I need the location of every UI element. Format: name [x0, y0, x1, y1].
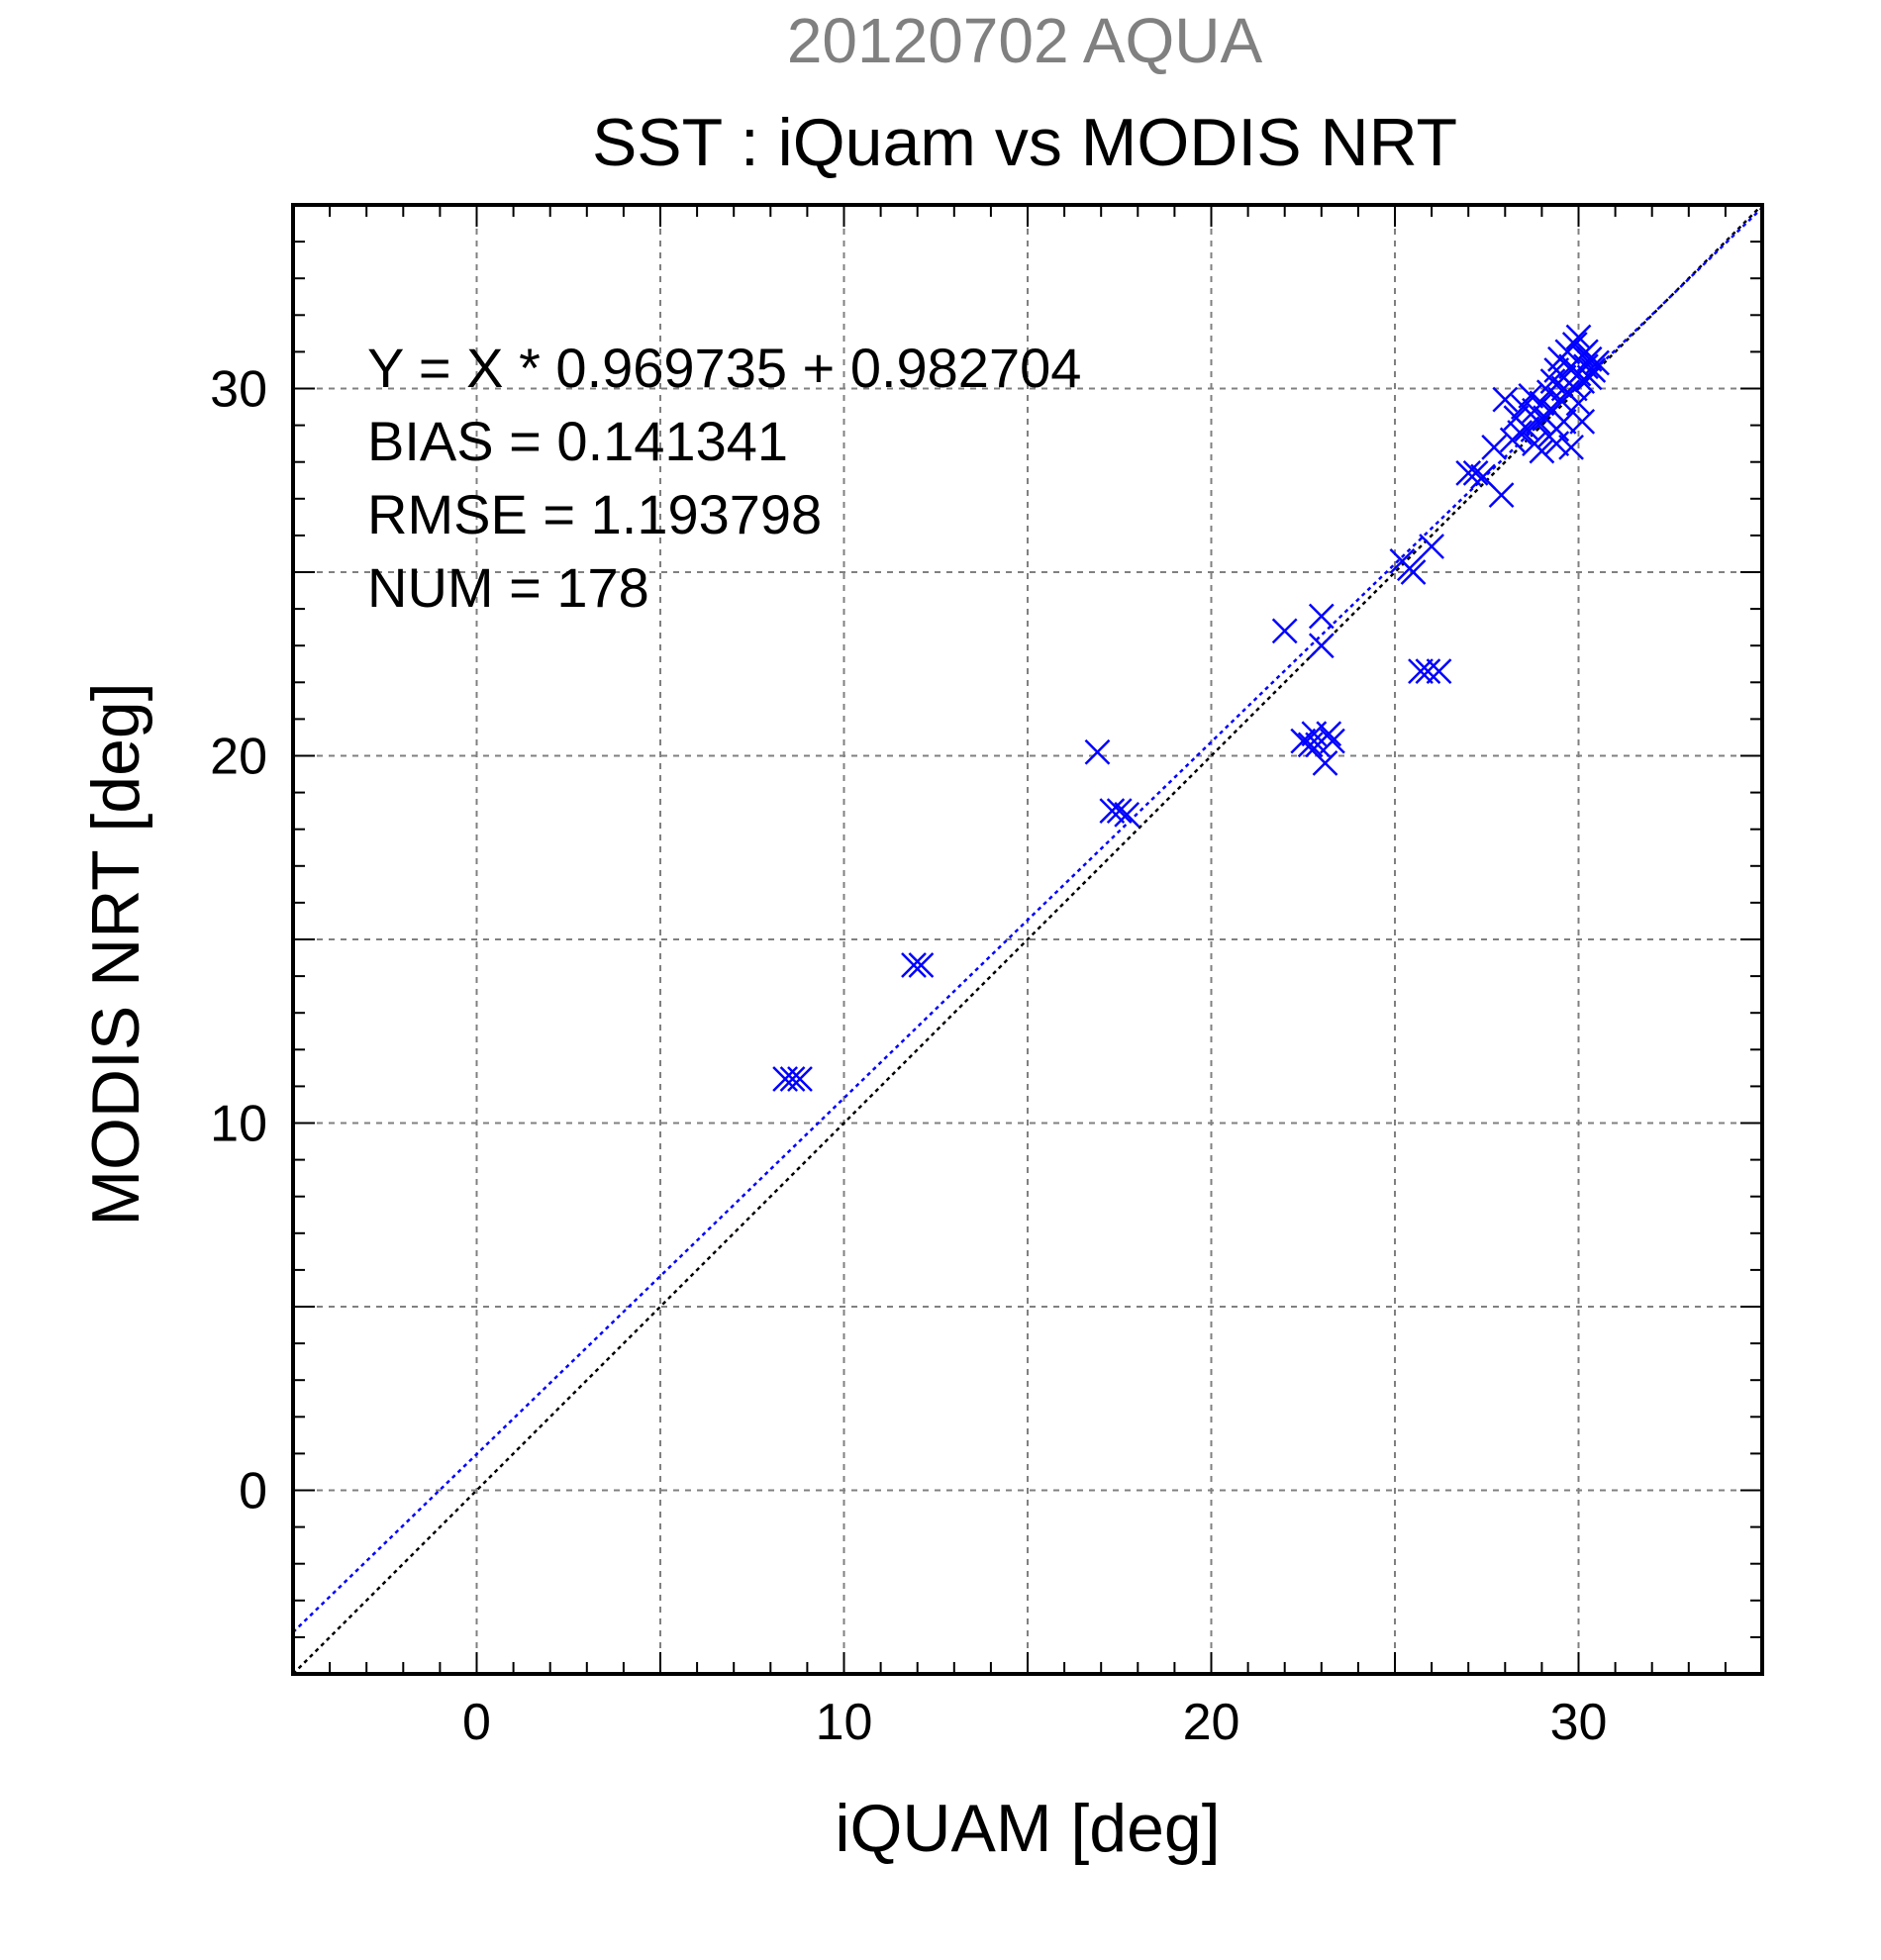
data-point [1320, 728, 1345, 754]
data-point [1408, 658, 1434, 685]
x-axis-label: iQUAM [deg] [835, 1791, 1220, 1866]
data-point [1569, 409, 1596, 435]
data-point [1584, 349, 1610, 376]
data-point [1550, 375, 1577, 402]
data-point [1290, 728, 1317, 754]
count-stat: NUM = 178 [367, 556, 649, 619]
data-point [1099, 798, 1126, 825]
bias-stat: BIAS = 0.141341 [367, 410, 788, 472]
data-point [908, 952, 935, 978]
data-point [1084, 738, 1111, 765]
data-point [1558, 434, 1584, 460]
data-point [1455, 459, 1482, 486]
rmse-stat: RMSE = 1.193798 [367, 483, 822, 545]
stats-annotation: Y = X * 0.969735 + 0.982704 BIAS = 0.141… [367, 337, 1081, 619]
data-point [1488, 482, 1515, 508]
x-tick-label: 0 [462, 1694, 491, 1751]
data-points [772, 324, 1610, 1092]
data-point [787, 1066, 813, 1092]
data-point [1580, 357, 1607, 383]
plot-frame [291, 203, 1764, 1676]
y-axis-label: MODIS NRT [deg] [78, 682, 153, 1225]
data-point [1576, 364, 1603, 391]
data-point [1114, 801, 1140, 828]
y-tick-label: 20 [210, 729, 267, 786]
data-point [1514, 416, 1540, 442]
x-tick-label: 30 [1550, 1694, 1608, 1751]
x-tick-label: 20 [1183, 1694, 1240, 1751]
chart-title: SST : iQuam vs MODIS NRT [592, 105, 1457, 180]
fit-equation: Y = X * 0.969735 + 0.982704 [367, 337, 1081, 399]
data-point [1419, 534, 1444, 559]
data-point [901, 952, 927, 978]
data-point [1492, 386, 1519, 413]
data-point [1543, 416, 1570, 442]
data-point [1308, 633, 1335, 659]
data-point [1426, 658, 1452, 685]
data-point [1308, 603, 1335, 630]
data-point [1106, 798, 1133, 825]
data-point [779, 1066, 806, 1092]
data-point [1271, 618, 1298, 644]
y-tick-label: 30 [210, 361, 267, 419]
data-point [1481, 434, 1508, 460]
data-point [1400, 559, 1427, 585]
data-point [1507, 420, 1534, 445]
data-point [1529, 438, 1555, 464]
tick-labels: 0 0 10 10 20 20 30 30 [210, 361, 1607, 1752]
data-point [1312, 750, 1338, 776]
data-point [1415, 658, 1441, 685]
data-point [1565, 324, 1592, 350]
chart-supertitle: 20120702 AQUA [787, 5, 1263, 76]
y-tick-label: 10 [210, 1096, 267, 1153]
identity-line [292, 204, 1763, 1675]
data-point [1462, 459, 1489, 486]
y-tick-label: 0 [239, 1463, 267, 1520]
data-point [1316, 721, 1342, 747]
x-tick-label: 10 [816, 1694, 873, 1751]
